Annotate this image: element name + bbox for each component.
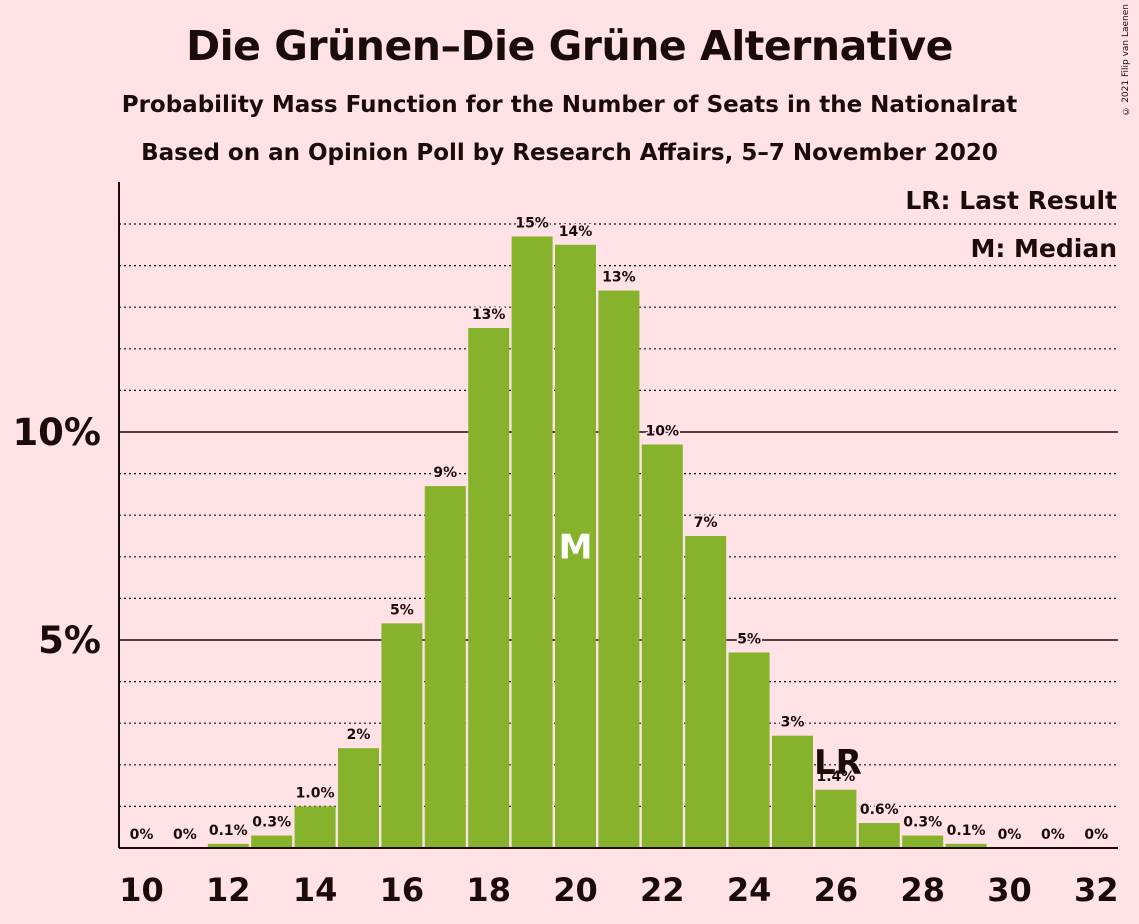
bar	[858, 823, 900, 848]
bar	[598, 290, 640, 848]
bar-data-label: 2%	[347, 727, 371, 743]
bar	[555, 244, 596, 849]
bar-data-label: 3%	[781, 715, 805, 731]
y-tick-label: 10%	[12, 411, 101, 454]
bar	[468, 328, 510, 848]
bar-data-label: 13%	[472, 307, 506, 323]
x-tick-label: 20	[553, 871, 598, 909]
bar	[641, 444, 683, 848]
bar-data-label: 0%	[1084, 827, 1108, 843]
x-tick-label: 24	[727, 871, 772, 909]
bar	[338, 748, 379, 848]
bar	[815, 789, 857, 848]
x-tick-label: 18	[466, 871, 511, 909]
x-tick-label: 32	[1074, 871, 1119, 909]
median-marker: M	[559, 527, 593, 567]
bar-data-label: 9%	[433, 465, 457, 481]
bar-data-label: 0%	[1041, 827, 1065, 843]
x-tick-label: 22	[640, 871, 685, 909]
bar	[207, 843, 249, 848]
x-tick-label: 12	[206, 871, 251, 909]
bar	[685, 536, 727, 848]
x-tick-label: 14	[293, 871, 338, 909]
y-tick-label: 5%	[38, 619, 101, 662]
x-tick-label: 16	[380, 871, 425, 909]
x-tick-label: 28	[900, 871, 945, 909]
bar-data-label: 1.0%	[296, 785, 335, 801]
chart-title: Die Grünen–Die Grüne Alternative	[186, 22, 953, 70]
chart-subtitle: Probability Mass Function for the Number…	[121, 92, 1018, 118]
bar	[294, 806, 336, 848]
x-tick-label: 10	[119, 871, 164, 909]
bar	[511, 236, 553, 849]
bar-data-label: 0%	[173, 827, 197, 843]
bar-data-label: 1.4%	[816, 769, 855, 785]
bar	[728, 652, 770, 848]
bar-data-label: 5%	[390, 602, 414, 618]
legend-last-result: LR: Last Result	[905, 186, 1117, 215]
last-result-marker: LR	[814, 743, 862, 783]
bar	[945, 843, 987, 848]
bar-data-label: 0%	[130, 827, 154, 843]
bar	[424, 486, 466, 848]
x-tick-label: 26	[814, 871, 859, 909]
bar-data-label: 13%	[602, 270, 636, 286]
chart-source-note: Based on an Opinion Poll by Research Aff…	[141, 140, 998, 166]
bar-data-label: 7%	[694, 515, 718, 531]
bar	[381, 623, 423, 848]
bar-data-label: 14%	[559, 224, 593, 240]
bar-data-label: 0.3%	[252, 815, 291, 831]
legend-median: M: Median	[970, 234, 1117, 263]
bar	[772, 735, 813, 848]
bar-data-label: 0.6%	[860, 802, 899, 818]
bar-data-label: 15%	[515, 215, 549, 231]
bar	[251, 835, 293, 848]
bar-data-label: 10%	[646, 423, 680, 439]
bar-data-label: 0.1%	[947, 823, 986, 839]
bar-data-label: 0.1%	[209, 823, 248, 839]
x-tick-label: 30	[987, 871, 1032, 909]
bar-data-label: 5%	[737, 631, 761, 647]
bar	[902, 835, 944, 848]
bar-data-label: 0%	[998, 827, 1022, 843]
bar-data-label: 0.3%	[903, 815, 942, 831]
